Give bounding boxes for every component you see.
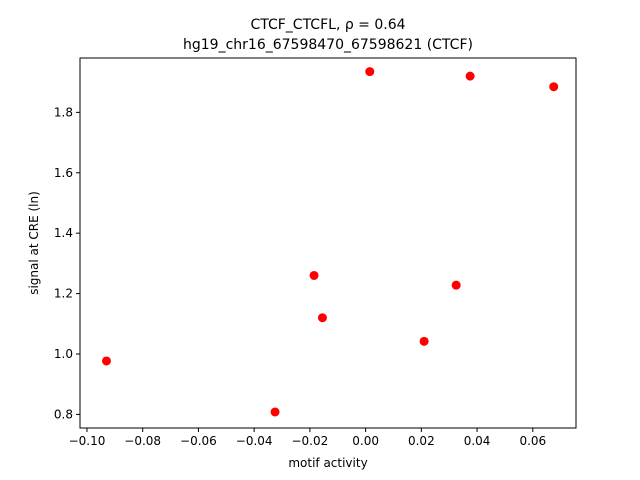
y-tick-label: 1.8	[54, 105, 73, 119]
y-axis-label: signal at CRE (ln)	[27, 191, 41, 295]
x-tick-label: −0.10	[69, 434, 106, 448]
data-point	[365, 67, 375, 77]
x-tick-label: 0.04	[464, 434, 491, 448]
x-axis-label: motif activity	[288, 456, 367, 470]
x-tick-label: −0.04	[236, 434, 273, 448]
chart-title-line2: hg19_chr16_67598470_67598621 (CTCF)	[183, 37, 473, 53]
data-point	[451, 280, 461, 290]
data-point	[101, 356, 111, 366]
data-point	[317, 313, 327, 323]
x-tick-label: −0.08	[124, 434, 161, 448]
y-axis-ticks: 0.8 1.0 1.2 1.4 1.6 1.8	[54, 105, 80, 421]
y-tick-label: 1.2	[54, 287, 73, 301]
data-point	[549, 82, 559, 92]
data-point	[270, 407, 280, 417]
y-tick-label: 1.6	[54, 166, 73, 180]
y-tick-label: 0.8	[54, 407, 73, 421]
data-point	[465, 71, 475, 81]
data-points	[101, 67, 559, 417]
x-tick-label: 0.06	[519, 434, 546, 448]
y-tick-label: 1.4	[54, 226, 73, 240]
data-point	[309, 270, 319, 280]
x-tick-label: 0.00	[352, 434, 379, 448]
data-point	[419, 336, 429, 346]
plot-area-frame	[79, 57, 577, 429]
chart-title-line1: CTCF_CTCFL, ρ = 0.64	[250, 17, 405, 33]
x-tick-label: 0.02	[408, 434, 435, 448]
x-tick-label: −0.06	[180, 434, 217, 448]
x-axis-ticks: −0.10 −0.08 −0.06 −0.04 −0.02 0.00 0.02 0.04 0.0…	[69, 428, 546, 448]
x-tick-label: −0.02	[291, 434, 328, 448]
y-tick-label: 1.0	[54, 347, 73, 361]
